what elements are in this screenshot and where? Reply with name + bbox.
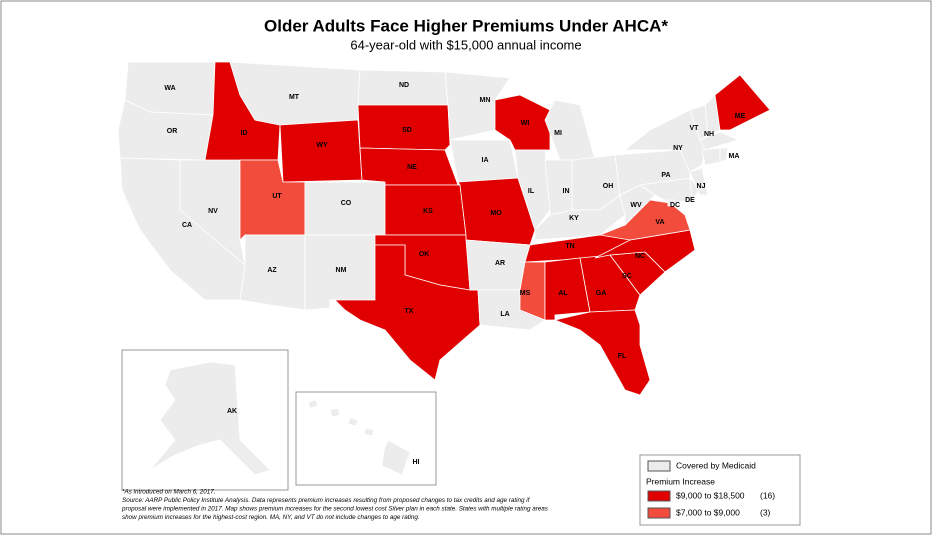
legend-count: (3): [760, 507, 771, 517]
state-shape: [514, 149, 551, 231]
state-label: UT: [272, 193, 282, 200]
state-shape: [553, 309, 651, 396]
state-label: GA: [596, 290, 607, 297]
state-label: PA: [661, 172, 670, 179]
state-label: TX: [405, 308, 414, 315]
state-label: AL: [558, 290, 568, 297]
legend-heading: Premium Increase: [646, 476, 715, 486]
state-label: IN: [563, 188, 570, 195]
legend-swatch: [647, 490, 671, 502]
state-label: MA: [729, 153, 740, 160]
state-shape: [357, 104, 451, 151]
state-shape: [638, 177, 693, 204]
state-label: NY: [673, 145, 683, 152]
title: Older Adults Face Higher Premiums Under …: [264, 16, 668, 35]
state-label: DC: [670, 202, 680, 209]
legend-swatch: [647, 460, 671, 472]
legend-label: $7,000 to $9,000: [676, 507, 740, 517]
footnote-line: proposal were implemented in 2017. Map s…: [121, 506, 549, 513]
state-label: NV: [208, 208, 218, 215]
state-label: AZ: [267, 267, 277, 274]
state-label: MI: [554, 130, 562, 137]
legend-count: (16): [760, 490, 775, 500]
state-label: WI: [521, 120, 530, 127]
state-shape: [381, 439, 411, 476]
legend-label: Covered by Medicaid: [676, 460, 756, 470]
legend: Covered by Medicaid Premium Increase $9,00…: [639, 454, 801, 526]
state-label: NJ: [697, 183, 706, 190]
state-label: FL: [618, 353, 627, 360]
state-label: MN: [480, 97, 491, 104]
state-label: NM: [336, 267, 347, 274]
state-label: HI: [413, 459, 420, 466]
state-label: KY: [569, 215, 579, 222]
state-label: IA: [482, 157, 489, 164]
state-label: AR: [495, 260, 505, 267]
state-shape: [719, 147, 729, 163]
subtitle: 64-year-old with $15,000 annual income: [350, 37, 581, 52]
footnote: *As introduced on March 6, 2017.Source: …: [121, 489, 549, 522]
state-label: CO: [341, 200, 352, 207]
state-label: DE: [685, 197, 695, 204]
state-label: ND: [399, 82, 409, 89]
state-label: WA: [164, 85, 175, 92]
state-label: ME: [735, 113, 746, 120]
state-shape: [363, 427, 375, 437]
state-label: LA: [500, 311, 509, 318]
state-label: IL: [528, 188, 535, 195]
state-shape: [347, 417, 359, 427]
state-label: VT: [690, 125, 700, 132]
state-shape: [149, 361, 271, 476]
state-label: AK: [227, 408, 237, 415]
state-labels: WA OR CA NV ID MT WY UT CO AZ NM ND SD NE KS OK TX MN IA MO…: [164, 82, 745, 466]
state-label: MO: [490, 210, 502, 217]
state-shape: [329, 407, 341, 418]
state-label: CA: [182, 222, 192, 229]
state-shape: [307, 399, 319, 409]
state-label: MS: [520, 290, 531, 297]
state-label: OH: [603, 183, 614, 190]
state-shape: [701, 147, 721, 166]
states: [117, 61, 771, 476]
state-shape: [689, 167, 709, 196]
state-shape: [699, 131, 740, 151]
state-label: SD: [402, 127, 412, 134]
state-label: NE: [407, 164, 417, 171]
footnote-line: *As introduced on March 6, 2017.: [122, 489, 215, 496]
state-shape: [667, 199, 675, 207]
state-shape: [304, 181, 386, 236]
state-label: NH: [704, 131, 714, 138]
footnote-line: Source: AARP Public Policy Institute Ana…: [122, 497, 531, 504]
footnote-line: show premium increases for the highest-c…: [122, 514, 420, 521]
state-label: NC: [635, 253, 645, 260]
legend-swatch: [647, 507, 671, 519]
state-label: OK: [419, 251, 430, 258]
state-shape: [279, 119, 363, 183]
state-label: VA: [655, 219, 664, 226]
state-label: WY: [316, 142, 328, 149]
state-label: WV: [630, 202, 642, 209]
state-label: OR: [167, 128, 178, 135]
hawaii-inset: [295, 391, 437, 486]
state-shape: [714, 74, 771, 131]
state-label: MT: [289, 94, 300, 101]
state-label: SC: [622, 273, 632, 280]
state-label: KS: [423, 208, 433, 215]
legend-label: $9,000 to $18,500: [676, 490, 745, 500]
state-label: TN: [565, 243, 574, 250]
state-label: ID: [241, 130, 248, 137]
